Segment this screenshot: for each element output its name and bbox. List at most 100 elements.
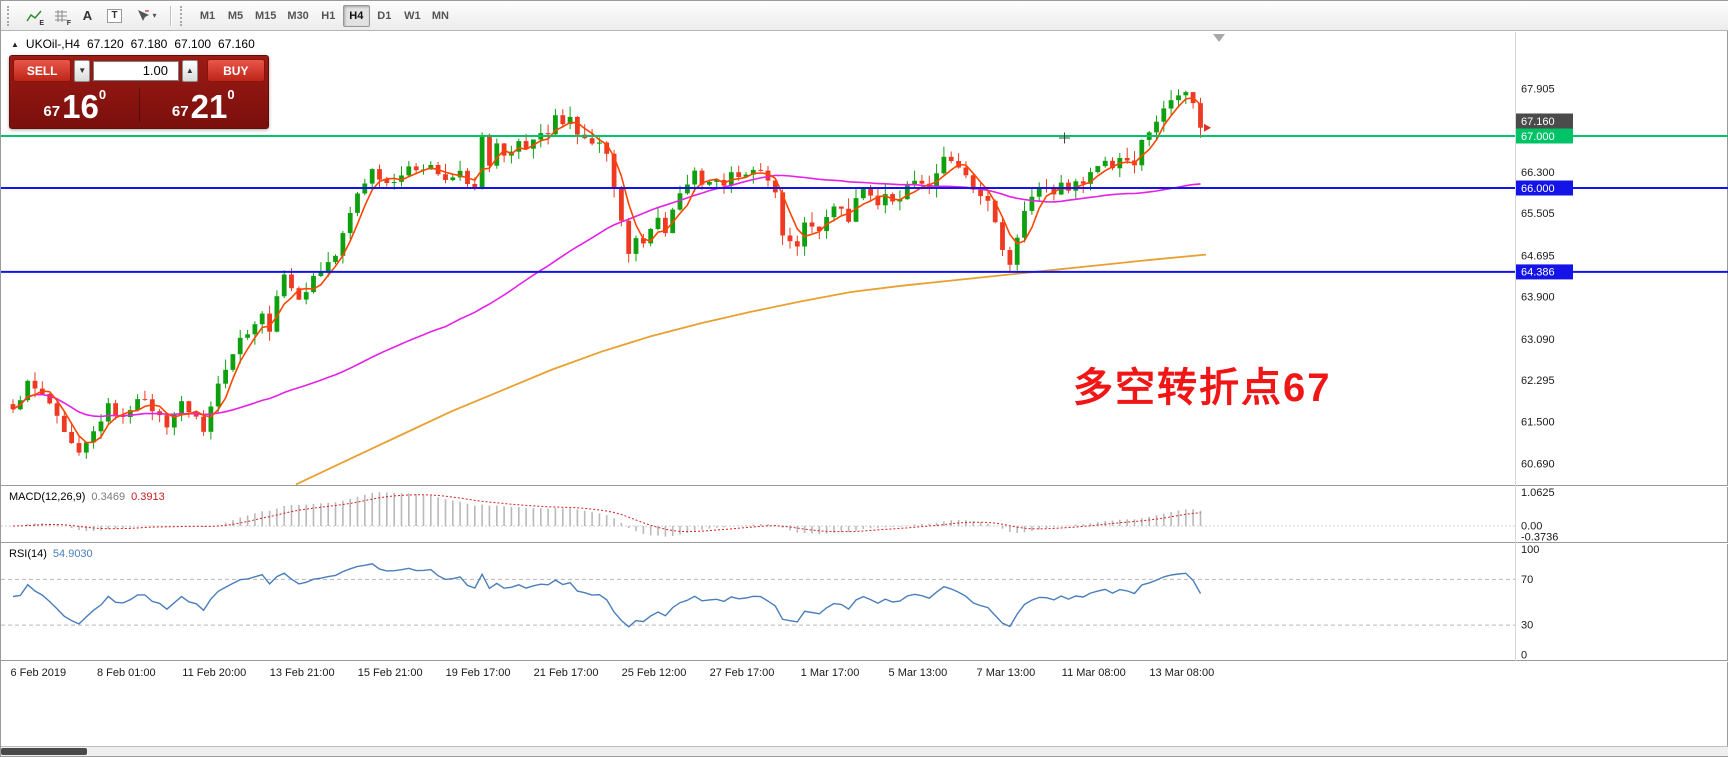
timeframe-button-w1[interactable]: W1 bbox=[399, 5, 426, 27]
candle-body bbox=[340, 233, 346, 256]
candle-body bbox=[707, 181, 712, 185]
candle-body bbox=[531, 139, 536, 149]
buy-price[interactable]: 67 21 0 bbox=[142, 86, 266, 124]
candle-body bbox=[25, 380, 31, 401]
volume-input[interactable] bbox=[93, 60, 179, 81]
candle-body bbox=[963, 167, 969, 176]
candle-body bbox=[443, 174, 448, 180]
candle-body bbox=[281, 274, 287, 297]
candle-body bbox=[113, 403, 118, 416]
candle-body bbox=[853, 198, 859, 222]
line-tools-icon[interactable]: ▾ bbox=[129, 4, 163, 28]
price-tag-67.160 bbox=[1516, 113, 1573, 129]
time-axis-label: 1 Mar 17:00 bbox=[801, 667, 860, 679]
price-axis-label: 60.690 bbox=[1521, 459, 1555, 471]
indicators-icon[interactable]: E bbox=[21, 4, 46, 28]
candle-body bbox=[1102, 160, 1108, 167]
ma-slow-line bbox=[295, 253, 1207, 486]
candle-body bbox=[948, 156, 954, 161]
price-axis-label: 62.295 bbox=[1521, 375, 1555, 387]
candle-body bbox=[347, 213, 353, 234]
candle-body bbox=[303, 292, 309, 300]
timeframe-button-mn[interactable]: MN bbox=[427, 5, 454, 27]
candle-body bbox=[992, 200, 998, 223]
timeframe-button-m30[interactable]: M30 bbox=[282, 5, 313, 27]
candle-body bbox=[941, 156, 947, 174]
price-tag-text: 67.000 bbox=[1521, 131, 1555, 143]
candle-body bbox=[494, 143, 500, 166]
candle-body bbox=[809, 222, 815, 227]
horizontal-scrollbar[interactable] bbox=[1, 746, 1728, 756]
candle-body bbox=[296, 288, 302, 300]
timeframe-button-h4[interactable]: H4 bbox=[342, 4, 370, 27]
candle-body bbox=[655, 217, 661, 229]
candle-body bbox=[333, 255, 338, 263]
grid-icon[interactable]: F bbox=[48, 4, 73, 28]
volume-up-button[interactable]: ▲ bbox=[182, 59, 198, 82]
rsi-value: 54.9030 bbox=[52, 548, 93, 560]
candle-body bbox=[289, 274, 294, 289]
rsi-label: RSI(14) 54.9030 bbox=[9, 548, 93, 560]
sell-price-base: 67 bbox=[43, 103, 61, 120]
candle-body bbox=[1183, 92, 1189, 96]
candle-body bbox=[201, 416, 206, 432]
candle-body bbox=[1014, 237, 1020, 265]
timeframe-button-h1[interactable]: H1 bbox=[315, 5, 342, 27]
time-axis-label: 25 Feb 12:00 bbox=[622, 667, 687, 679]
time-axis-label: 13 Feb 21:00 bbox=[270, 667, 335, 679]
candle-body bbox=[406, 166, 412, 176]
candle-body bbox=[450, 177, 456, 181]
rsi-axis-label: 0 bbox=[1521, 650, 1527, 662]
rsi-line bbox=[12, 563, 1202, 628]
buy-price-sup: 0 bbox=[227, 87, 235, 102]
candle-body bbox=[597, 142, 602, 144]
candle-body bbox=[904, 185, 910, 200]
candle-body bbox=[765, 170, 771, 181]
candle-body bbox=[1168, 100, 1174, 109]
candle-body bbox=[237, 337, 243, 355]
candle-body bbox=[1154, 121, 1159, 133]
last-price-marker bbox=[1204, 123, 1211, 132]
candle-body bbox=[54, 403, 60, 416]
macd-axis-label: 1.0625 bbox=[1521, 487, 1555, 499]
candle-body bbox=[245, 334, 250, 338]
toolbar-grip[interactable] bbox=[180, 5, 187, 26]
candle-body bbox=[325, 262, 331, 271]
candle-body bbox=[1110, 160, 1115, 169]
text-icon[interactable]: T bbox=[102, 4, 127, 28]
sell-price[interactable]: 67 16 0 bbox=[13, 86, 137, 124]
ohlc-open: 67.120 bbox=[86, 37, 124, 51]
one-click-collapse-icon[interactable]: ▲ bbox=[11, 39, 19, 49]
candle-body bbox=[369, 169, 375, 184]
candle-body bbox=[589, 138, 595, 144]
volume-down-button[interactable]: ▼ bbox=[74, 59, 90, 82]
time-axis-label: 11 Mar 08:00 bbox=[1062, 667, 1126, 679]
candle-body bbox=[794, 241, 800, 247]
buy-button[interactable]: BUY bbox=[206, 59, 265, 82]
scrollbar-thumb[interactable] bbox=[1, 748, 87, 755]
timeframe-button-m5[interactable]: M5 bbox=[222, 5, 249, 27]
candle-body bbox=[699, 170, 705, 185]
timeframe-button-m15[interactable]: M15 bbox=[250, 5, 281, 27]
candle-body bbox=[413, 166, 419, 171]
sell-price-sup: 0 bbox=[98, 87, 107, 102]
candle-body bbox=[728, 172, 734, 186]
candle-body bbox=[377, 169, 382, 180]
candle-body bbox=[135, 399, 140, 410]
candle-body bbox=[890, 194, 895, 202]
label-icon[interactable]: A bbox=[75, 4, 100, 28]
timeframe-button-m1[interactable]: M1 bbox=[194, 5, 221, 27]
toolbar-grip[interactable] bbox=[7, 5, 14, 26]
chart-shift-marker[interactable] bbox=[1213, 34, 1225, 42]
candle-body bbox=[1198, 103, 1203, 128]
candle-body bbox=[215, 383, 221, 407]
sell-button[interactable]: SELL bbox=[13, 59, 72, 82]
candle-body bbox=[208, 406, 214, 432]
timeframe-button-d1[interactable]: D1 bbox=[371, 5, 398, 27]
price-axis-label: 63.900 bbox=[1521, 292, 1555, 304]
price-axis-label: 66.300 bbox=[1521, 167, 1555, 179]
candle-body bbox=[553, 115, 558, 135]
rsi-name: RSI(14) bbox=[9, 548, 47, 560]
candle-body bbox=[274, 296, 280, 332]
